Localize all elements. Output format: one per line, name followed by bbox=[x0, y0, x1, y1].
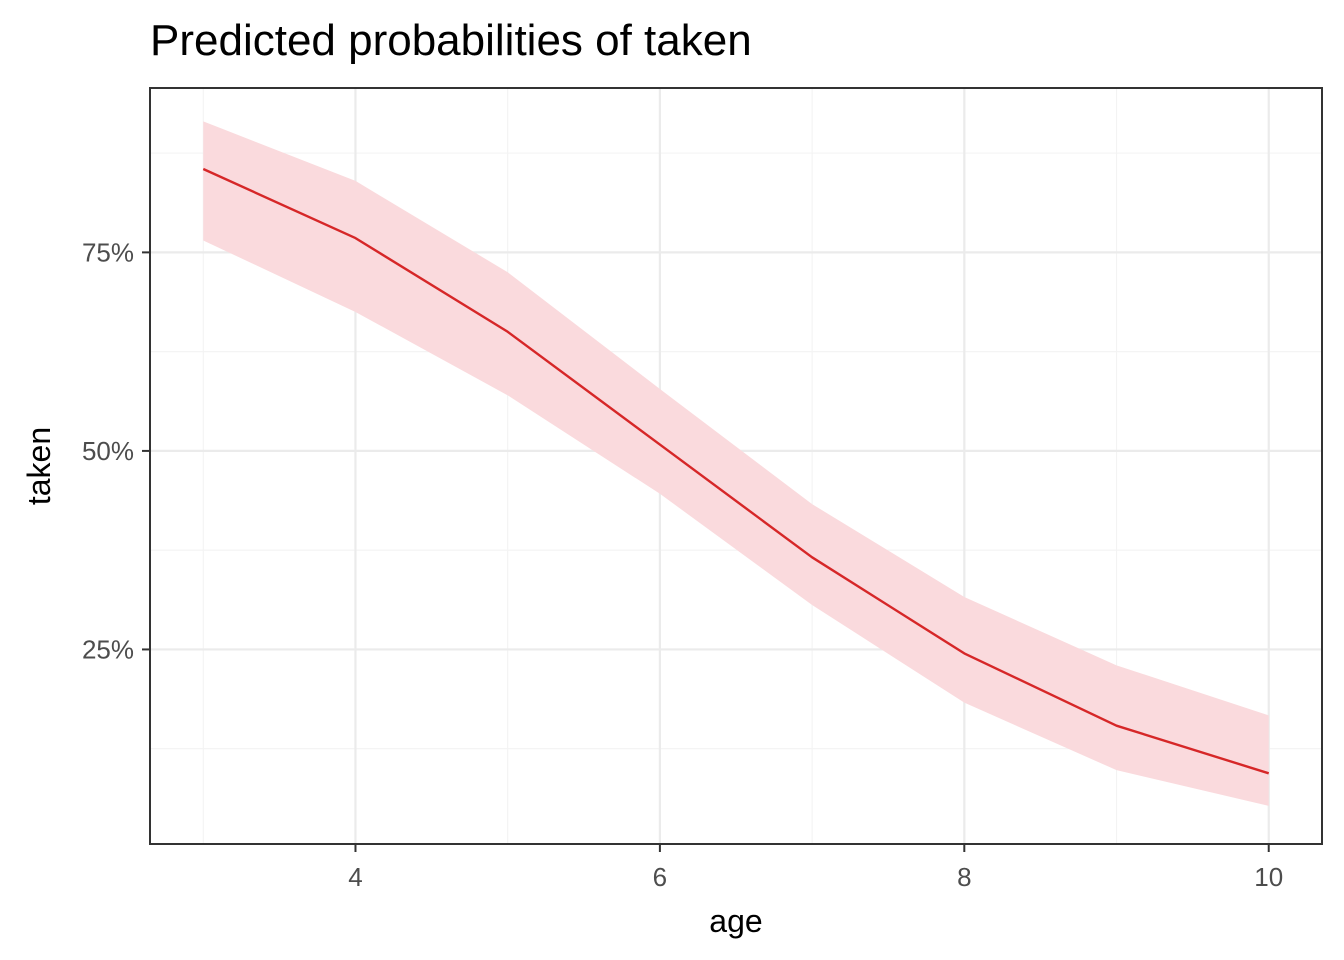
x-tick-label-2: 8 bbox=[957, 862, 971, 892]
panel-border bbox=[149, 87, 1323, 845]
series-line-0 bbox=[202, 167, 1270, 775]
y-axis: 25% 50% 75% bbox=[82, 237, 150, 664]
chart-title: Predicted probabilities of taken bbox=[150, 16, 752, 65]
x-axis-title: age bbox=[709, 903, 762, 939]
confidence-band-0 bbox=[203, 121, 1269, 806]
y-tick-label-2: 75% bbox=[82, 237, 134, 267]
y-tick-label-0: 25% bbox=[82, 634, 134, 664]
plot-area bbox=[202, 121, 1270, 806]
x-tick-label-0: 4 bbox=[348, 862, 362, 892]
x-tick-label-1: 6 bbox=[653, 862, 667, 892]
y-tick-label-1: 50% bbox=[82, 436, 134, 466]
x-tick-label-3: 10 bbox=[1254, 862, 1283, 892]
y-axis-title: taken bbox=[21, 427, 57, 505]
x-axis: 4 6 8 10 bbox=[348, 844, 1283, 892]
